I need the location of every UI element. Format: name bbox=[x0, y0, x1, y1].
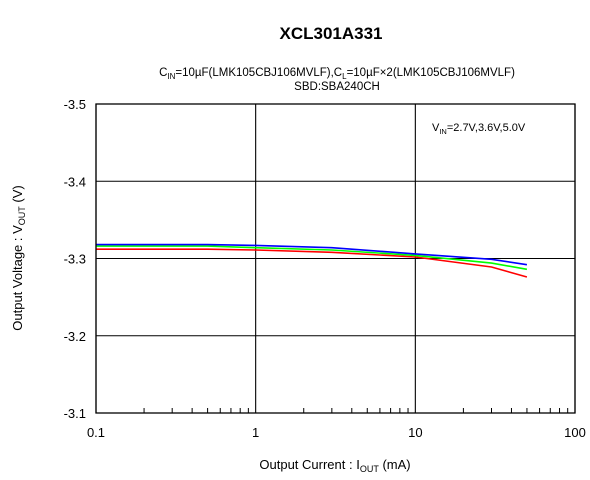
y-tick-label: -3.4 bbox=[64, 174, 86, 189]
series-line bbox=[96, 243, 528, 266]
chart-subtitle-line2: SBD:SBA240CH bbox=[294, 81, 380, 93]
x-tick-label: 100 bbox=[564, 425, 586, 440]
series-group bbox=[96, 243, 528, 278]
x-tick-label: 1 bbox=[252, 425, 259, 440]
y-tick-label: -3.1 bbox=[64, 406, 86, 421]
series-line bbox=[96, 248, 528, 278]
y-tick-label: -3.3 bbox=[64, 252, 86, 267]
vin-annotation: VIN=2.7V,3.6V,5.0V bbox=[432, 122, 526, 136]
x-tick-labels: 0.1 1 10 100 bbox=[87, 425, 586, 440]
y-tick-label: -3.2 bbox=[64, 329, 86, 344]
chart-title: XCL301A331 bbox=[279, 24, 382, 43]
x-tick-label: 0.1 bbox=[87, 425, 105, 440]
grid-lines bbox=[95, 103, 576, 414]
chart-subtitle-line1: CIN=10µF(LMK105CBJ106MVLF),CL=10µF×2(LMK… bbox=[159, 67, 515, 81]
y-axis-label: Output Voltage : VOUT (V) bbox=[10, 185, 27, 330]
y-tick-label: -3.5 bbox=[64, 97, 86, 112]
x-minor-ticks bbox=[143, 408, 569, 413]
plot-frame bbox=[95, 103, 576, 414]
series-line bbox=[96, 245, 528, 271]
x-tick-label: 10 bbox=[408, 425, 422, 440]
x-axis-label: Output Current : IOUT (mA) bbox=[259, 457, 410, 474]
plot-area bbox=[95, 103, 576, 414]
y-tick-labels: -3.5 -3.4 -3.3 -3.2 -3.1 bbox=[64, 97, 86, 421]
